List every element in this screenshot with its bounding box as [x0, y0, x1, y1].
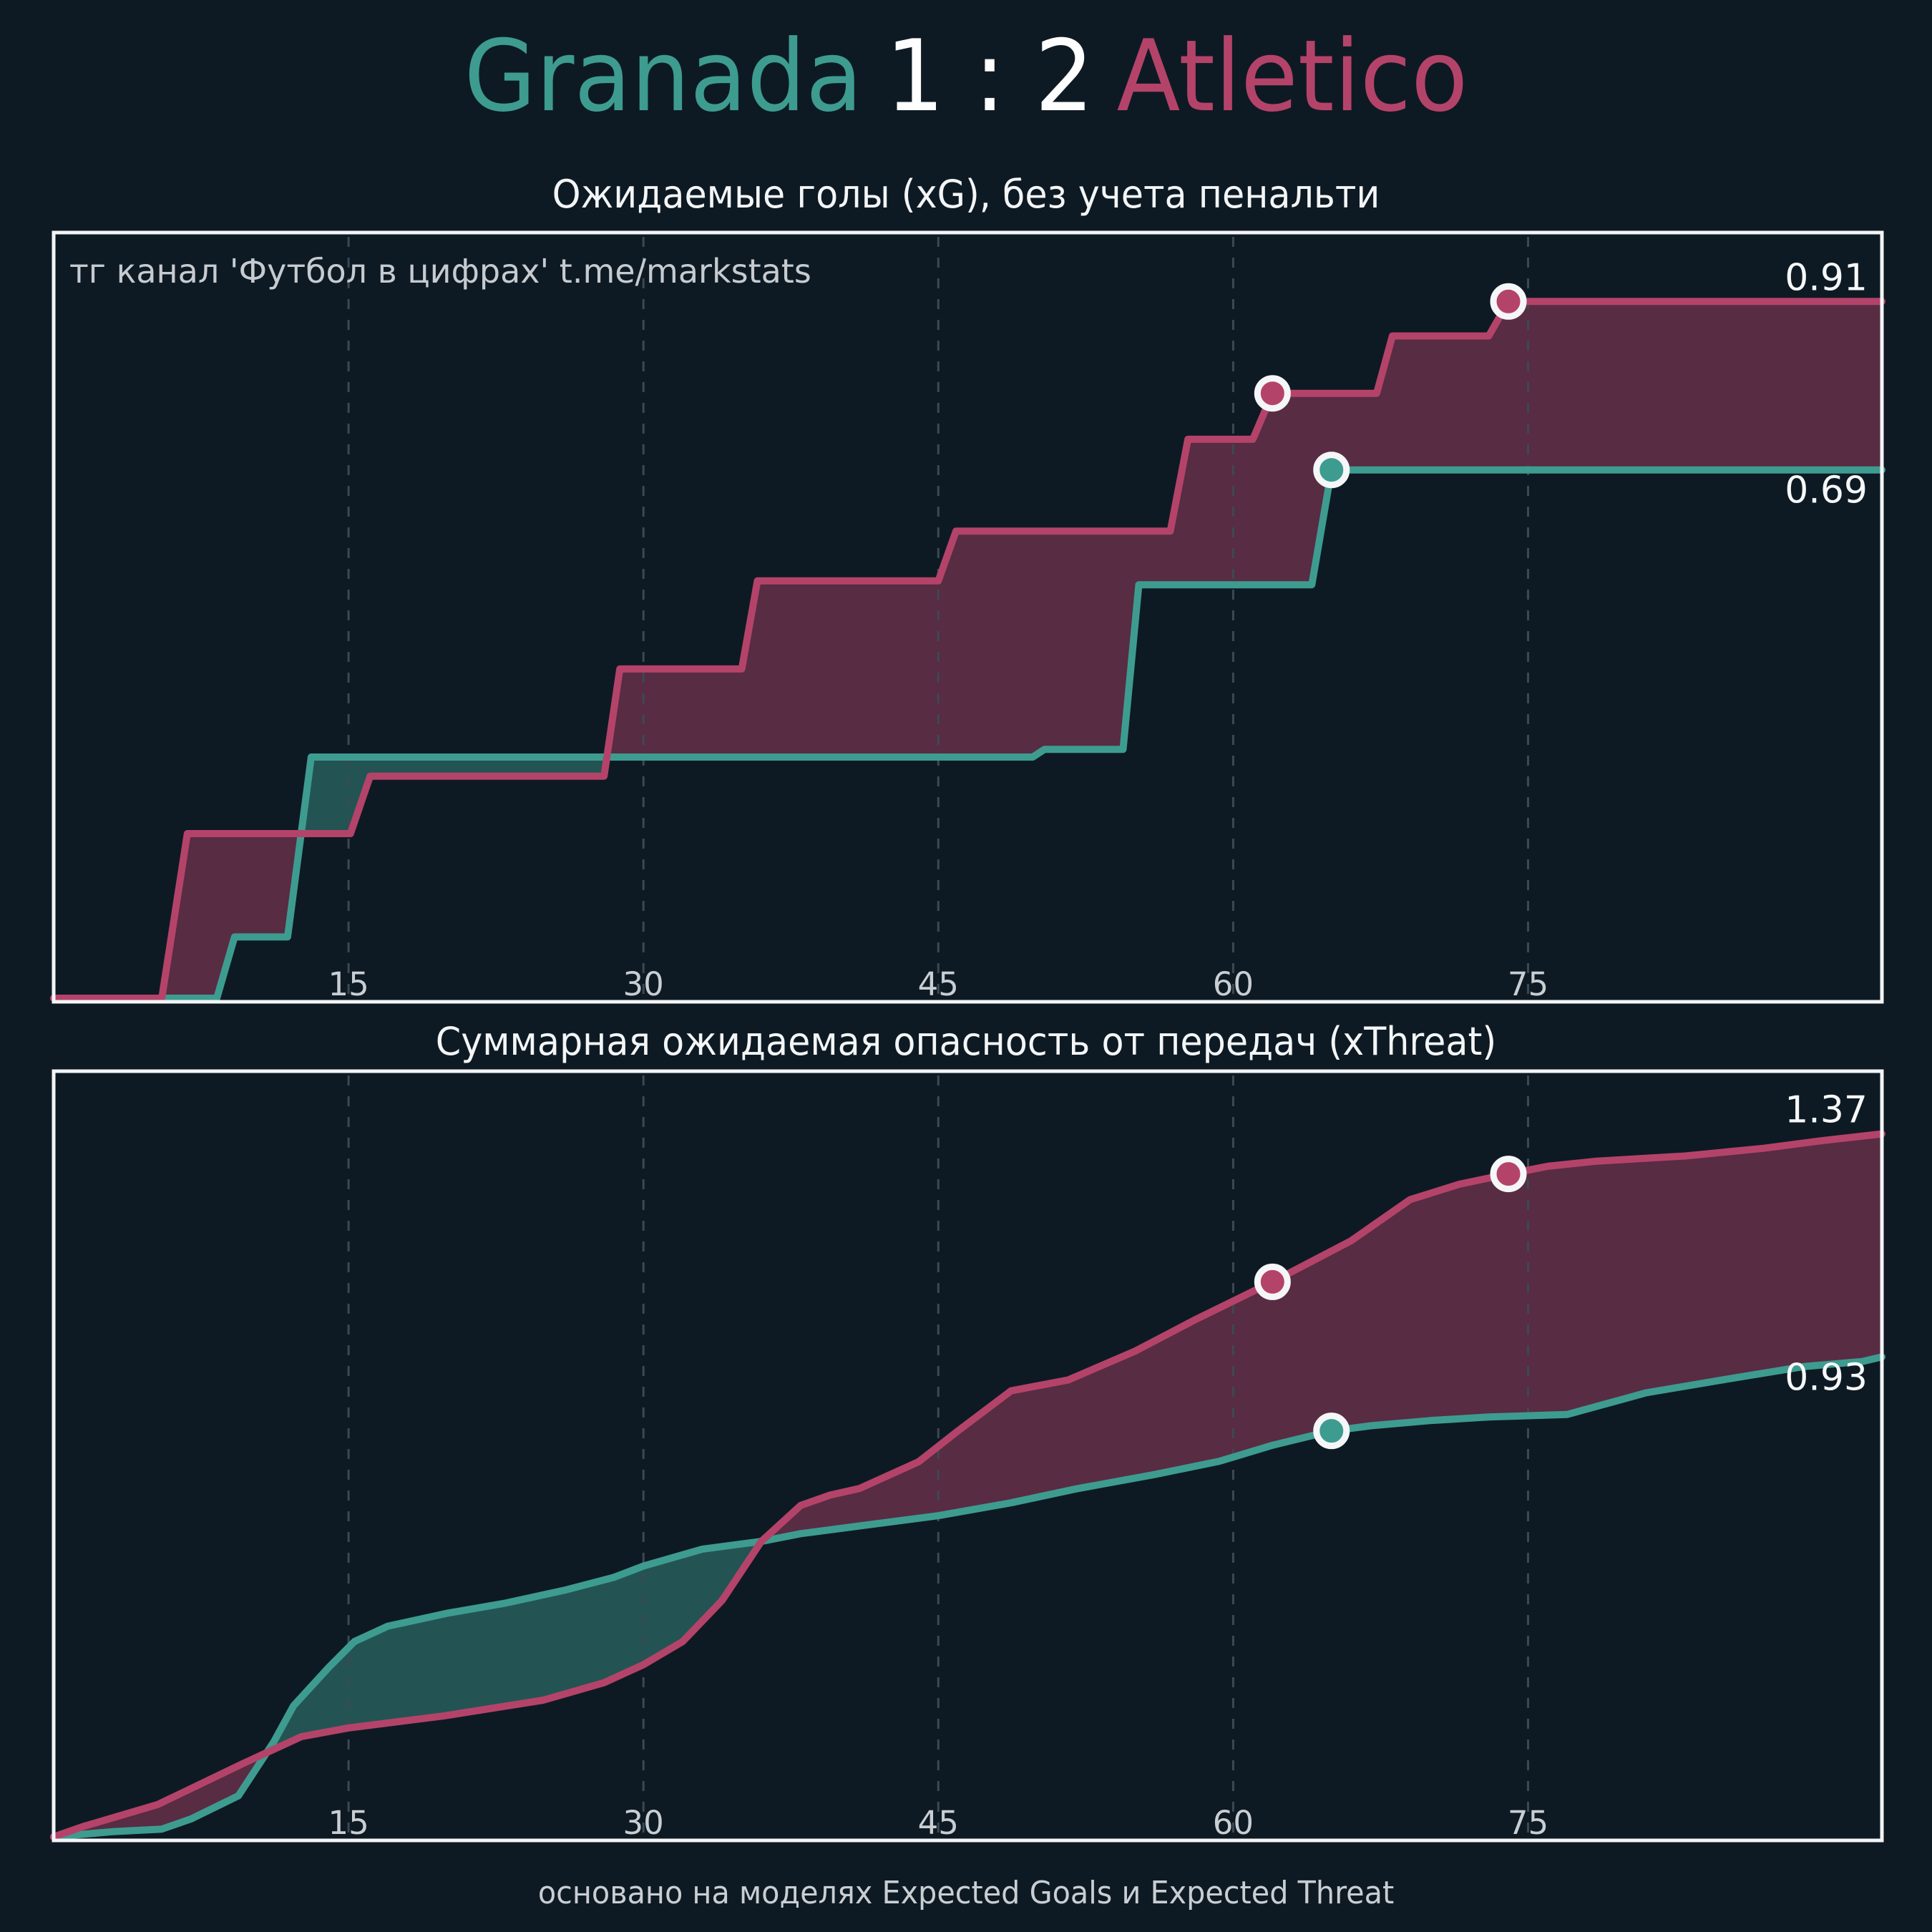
home-series-line	[50, 466, 1885, 1002]
home-final-value-label: 0.69	[1785, 469, 1868, 512]
away-area-fill	[761, 1133, 1882, 1542]
x-tick-label: 30	[623, 965, 664, 1003]
footer-note: основано на моделях Expected Goals и Exp…	[537, 1875, 1395, 1911]
away-goal-marker	[1254, 1263, 1291, 1300]
home-final-value-label: 0.93	[1785, 1356, 1868, 1399]
x-tick-label: 30	[623, 1804, 664, 1842]
away-area-fill	[54, 1750, 268, 1837]
plot-border	[52, 230, 1884, 1004]
home-area-fill	[265, 1541, 761, 1754]
plot-border	[52, 1069, 1884, 1843]
away-final-value-label: 1.37	[1785, 1089, 1868, 1132]
away-series-line	[50, 298, 1885, 1002]
x-tick-label: 45	[918, 1804, 959, 1842]
home-goal-marker	[1313, 452, 1350, 489]
home-goal-marker	[1313, 1413, 1350, 1450]
away-series-line	[50, 1130, 1885, 1840]
x-tick-label: 60	[1213, 1804, 1254, 1842]
away-goal-marker	[1490, 1156, 1527, 1193]
match-title: Granada 1 : 2 Atletico	[58, 16, 1874, 137]
watermark: тг канал 'Футбол в цифрах' t.me/markstat…	[69, 252, 811, 291]
x-tick-label: 15	[328, 965, 369, 1003]
away-team-name: Atletico	[1116, 19, 1468, 134]
x-tick-label: 45	[918, 965, 959, 1003]
away-goal-marker	[1490, 283, 1527, 320]
x-tick-label: 75	[1508, 965, 1548, 1003]
home-team-name: Granada	[464, 19, 863, 134]
x-tick-label: 15	[328, 1804, 369, 1842]
match-score: 1 : 2	[885, 19, 1094, 134]
away-area-fill	[162, 831, 302, 998]
x-tick-label: 60	[1213, 965, 1254, 1003]
home-series-line	[50, 1353, 1885, 1840]
away-goal-marker	[1254, 375, 1291, 412]
away-area-fill	[606, 301, 1882, 763]
xthreat-chart: 15 30 45 60 75 1.37 0.93	[50, 1069, 1885, 1843]
x-tick-label: 75	[1508, 1804, 1548, 1842]
xg-chart-title: Ожидаемые голы (xG), без учета пенальти	[552, 172, 1380, 217]
xthreat-chart-title: Суммарная ожидаемая опасность от передач…	[435, 1019, 1497, 1064]
away-final-value-label: 0.91	[1785, 256, 1868, 299]
xg-chart: 15 30 45 60 75 тг канал 'Футбол в цифрах' t.m…	[50, 230, 1885, 1004]
